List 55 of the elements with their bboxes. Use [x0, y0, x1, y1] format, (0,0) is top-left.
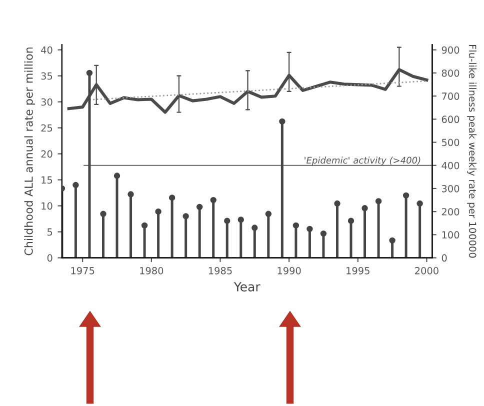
point [389, 237, 396, 244]
y-tick-label: 15 [42, 176, 52, 184]
y-axis-title: Childhood ALL annual rate per million [24, 48, 35, 256]
y-tick-label: 35 [41, 72, 52, 80]
x-tick-label: 2000 [415, 267, 438, 274]
point [238, 216, 244, 223]
x-tick-label: 1995 [346, 267, 370, 274]
point [72, 182, 79, 188]
y2-tick-label: 300 [442, 184, 460, 192]
y-tick-label: 0 [47, 254, 52, 262]
point [155, 208, 162, 215]
y2-tick-label: 400 [442, 162, 460, 170]
point [320, 230, 327, 237]
point [362, 205, 368, 212]
x-tick-label: 1975 [71, 267, 94, 274]
point [182, 213, 189, 220]
y-tick-label: 30 [41, 98, 52, 106]
y2-tick-label: 800 [442, 69, 460, 77]
point [224, 218, 230, 224]
y-tick-label: 20 [41, 150, 52, 158]
point [114, 172, 120, 179]
point [128, 191, 134, 198]
point [416, 200, 423, 207]
point [86, 70, 93, 76]
point [196, 204, 203, 210]
point [279, 118, 286, 125]
point [168, 194, 176, 201]
y2-tick-label: 600 [442, 116, 460, 124]
x-tick-label: 1990 [278, 267, 301, 274]
y2-tick-label: 100 [442, 231, 460, 239]
point [210, 196, 216, 204]
y2-tick-label: 200 [442, 208, 460, 216]
ref-line-label: 'Epidemic' activity (>400) [304, 156, 420, 166]
point [252, 224, 258, 231]
x-tick-label: 1985 [208, 267, 232, 274]
y2-tick-label: 900 [442, 46, 460, 54]
x-axis-title: Year [234, 282, 260, 292]
y-tick-label: 10 [42, 202, 52, 210]
y-tick-label: 25 [41, 124, 52, 132]
point [402, 192, 410, 199]
point [348, 218, 354, 224]
y-tick-label: 5 [47, 228, 52, 236]
point [306, 226, 313, 232]
y2-axis-title: Flu-like illness peak weekly rate per 100000 [467, 45, 476, 258]
y2-tick-label: 700 [442, 92, 460, 100]
point [375, 198, 382, 204]
x-tick-label: 1980 [140, 267, 164, 274]
y2-tick-label: 500 [442, 138, 460, 146]
point [265, 210, 272, 218]
y2-tick-label: 0 [442, 254, 447, 262]
y-tick-label: 40 [41, 46, 52, 54]
point [292, 222, 300, 229]
point [334, 200, 340, 207]
point [100, 210, 106, 218]
point [141, 222, 148, 229]
